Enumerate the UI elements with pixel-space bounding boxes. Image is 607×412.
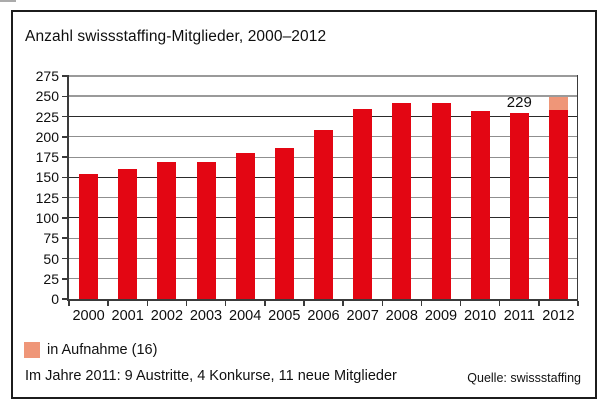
x-axis-tick [185, 301, 188, 306]
plot-right-edge [576, 75, 578, 299]
bar-2002 [157, 162, 177, 299]
x-axis-tick [303, 301, 305, 306]
bar-2000 [79, 174, 99, 299]
x-axis-tick [381, 301, 383, 306]
y-axis-label: 150 [35, 169, 59, 186]
x-axis-tick [459, 301, 462, 306]
y-axis-tick [62, 217, 68, 219]
y-axis-tick [62, 196, 68, 199]
x-axis-label-2006: 2006 [307, 308, 340, 324]
bar-2012-in-aufnahme [548, 97, 568, 111]
y-axis-tick [62, 136, 68, 138]
x-axis-tick [538, 301, 540, 306]
chart-area: 0 25 50 75 100 125 150 175 200 225 250 275 2000 2001 2… [13, 12, 595, 397]
y-axis-tick [62, 278, 68, 280]
x-axis-label-2009: 2009 [424, 308, 458, 324]
legend-swatch-in-aufnahme [24, 342, 40, 358]
y-axis-tick [62, 115, 68, 118]
x-axis-label-2011: 2011 [503, 308, 535, 324]
x-axis-label-2010: 2010 [463, 308, 497, 324]
footnote-2011: Im Jahre 2011: 9 Austritte, 4 Konkurse, … [25, 368, 397, 384]
bar-2001 [118, 169, 138, 299]
y-axis-label: 100 [35, 209, 59, 226]
bar-2007 [353, 109, 373, 299]
bar-2010 [470, 110, 490, 299]
x-axis-label-2007: 2007 [346, 308, 379, 324]
bar-2012 [548, 110, 568, 299]
x-axis-label-2002: 2002 [150, 308, 184, 324]
chart-title: Anzahl swissstaffing-Mitglieder, 2000–20… [25, 28, 327, 45]
bar-2011 [509, 113, 529, 299]
x-axis-label-2008: 2008 [385, 308, 418, 324]
chart-panel: Anzahl swissstaffing-Mitglieder, 2000–20… [11, 10, 597, 399]
bar-2003 [196, 162, 216, 299]
x-axis-tick [146, 301, 149, 306]
y-axis-label: 0 [51, 291, 59, 307]
x-axis-label-2001: 2001 [111, 308, 144, 324]
y-axis-label: 225 [35, 108, 59, 125]
y-axis-label: 125 [35, 189, 59, 206]
gridline-225 [69, 116, 578, 117]
screen-edge-artifact [0, 0, 16, 2]
y-axis-tick [62, 237, 68, 239]
x-axis-tick [224, 301, 227, 306]
x-axis-label-2004: 2004 [229, 308, 262, 324]
source-credit: Quelle: swissstaffing [467, 371, 581, 385]
gridline-275 [69, 75, 578, 77]
bar-2005 [274, 148, 294, 299]
y-axis-label: 275 [35, 68, 59, 84]
y-axis-label: 250 [35, 88, 59, 105]
bar-value-label-2011: 229 [506, 94, 532, 112]
y-axis-label: 50 [43, 250, 59, 267]
y-axis-tick [62, 95, 68, 97]
x-axis-tick [420, 301, 423, 306]
y-axis-tick [62, 156, 68, 158]
y-axis-label: 25 [43, 270, 59, 287]
x-axis-label-2005: 2005 [268, 308, 301, 324]
y-axis-label: 75 [43, 230, 59, 247]
bar-2004 [235, 153, 255, 299]
bar-2006 [314, 129, 333, 299]
y-axis-tick [62, 75, 68, 77]
x-axis-tick [107, 301, 109, 306]
x-axis-label-2003: 2003 [189, 308, 223, 324]
y-axis-line [67, 75, 69, 299]
x-axis-tick [342, 301, 344, 306]
x-axis-tick [264, 301, 266, 306]
y-axis-tick [62, 257, 68, 260]
x-axis-label-2000: 2000 [72, 308, 105, 324]
y-axis-tick [62, 298, 68, 300]
y-axis-label: 175 [35, 149, 59, 166]
y-axis-tick [62, 176, 68, 179]
bar-2008 [392, 102, 412, 299]
legend-label: in Aufnahme (16) [47, 342, 158, 358]
x-axis-tick [498, 301, 501, 306]
x-axis-line [67, 299, 578, 301]
gridline-250 [69, 95, 578, 98]
x-axis-label-2012: 2012 [542, 308, 575, 324]
bar-2009 [431, 102, 451, 299]
y-axis-label: 200 [35, 128, 59, 145]
x-axis-tick [68, 301, 70, 306]
x-axis-tick [577, 301, 579, 306]
